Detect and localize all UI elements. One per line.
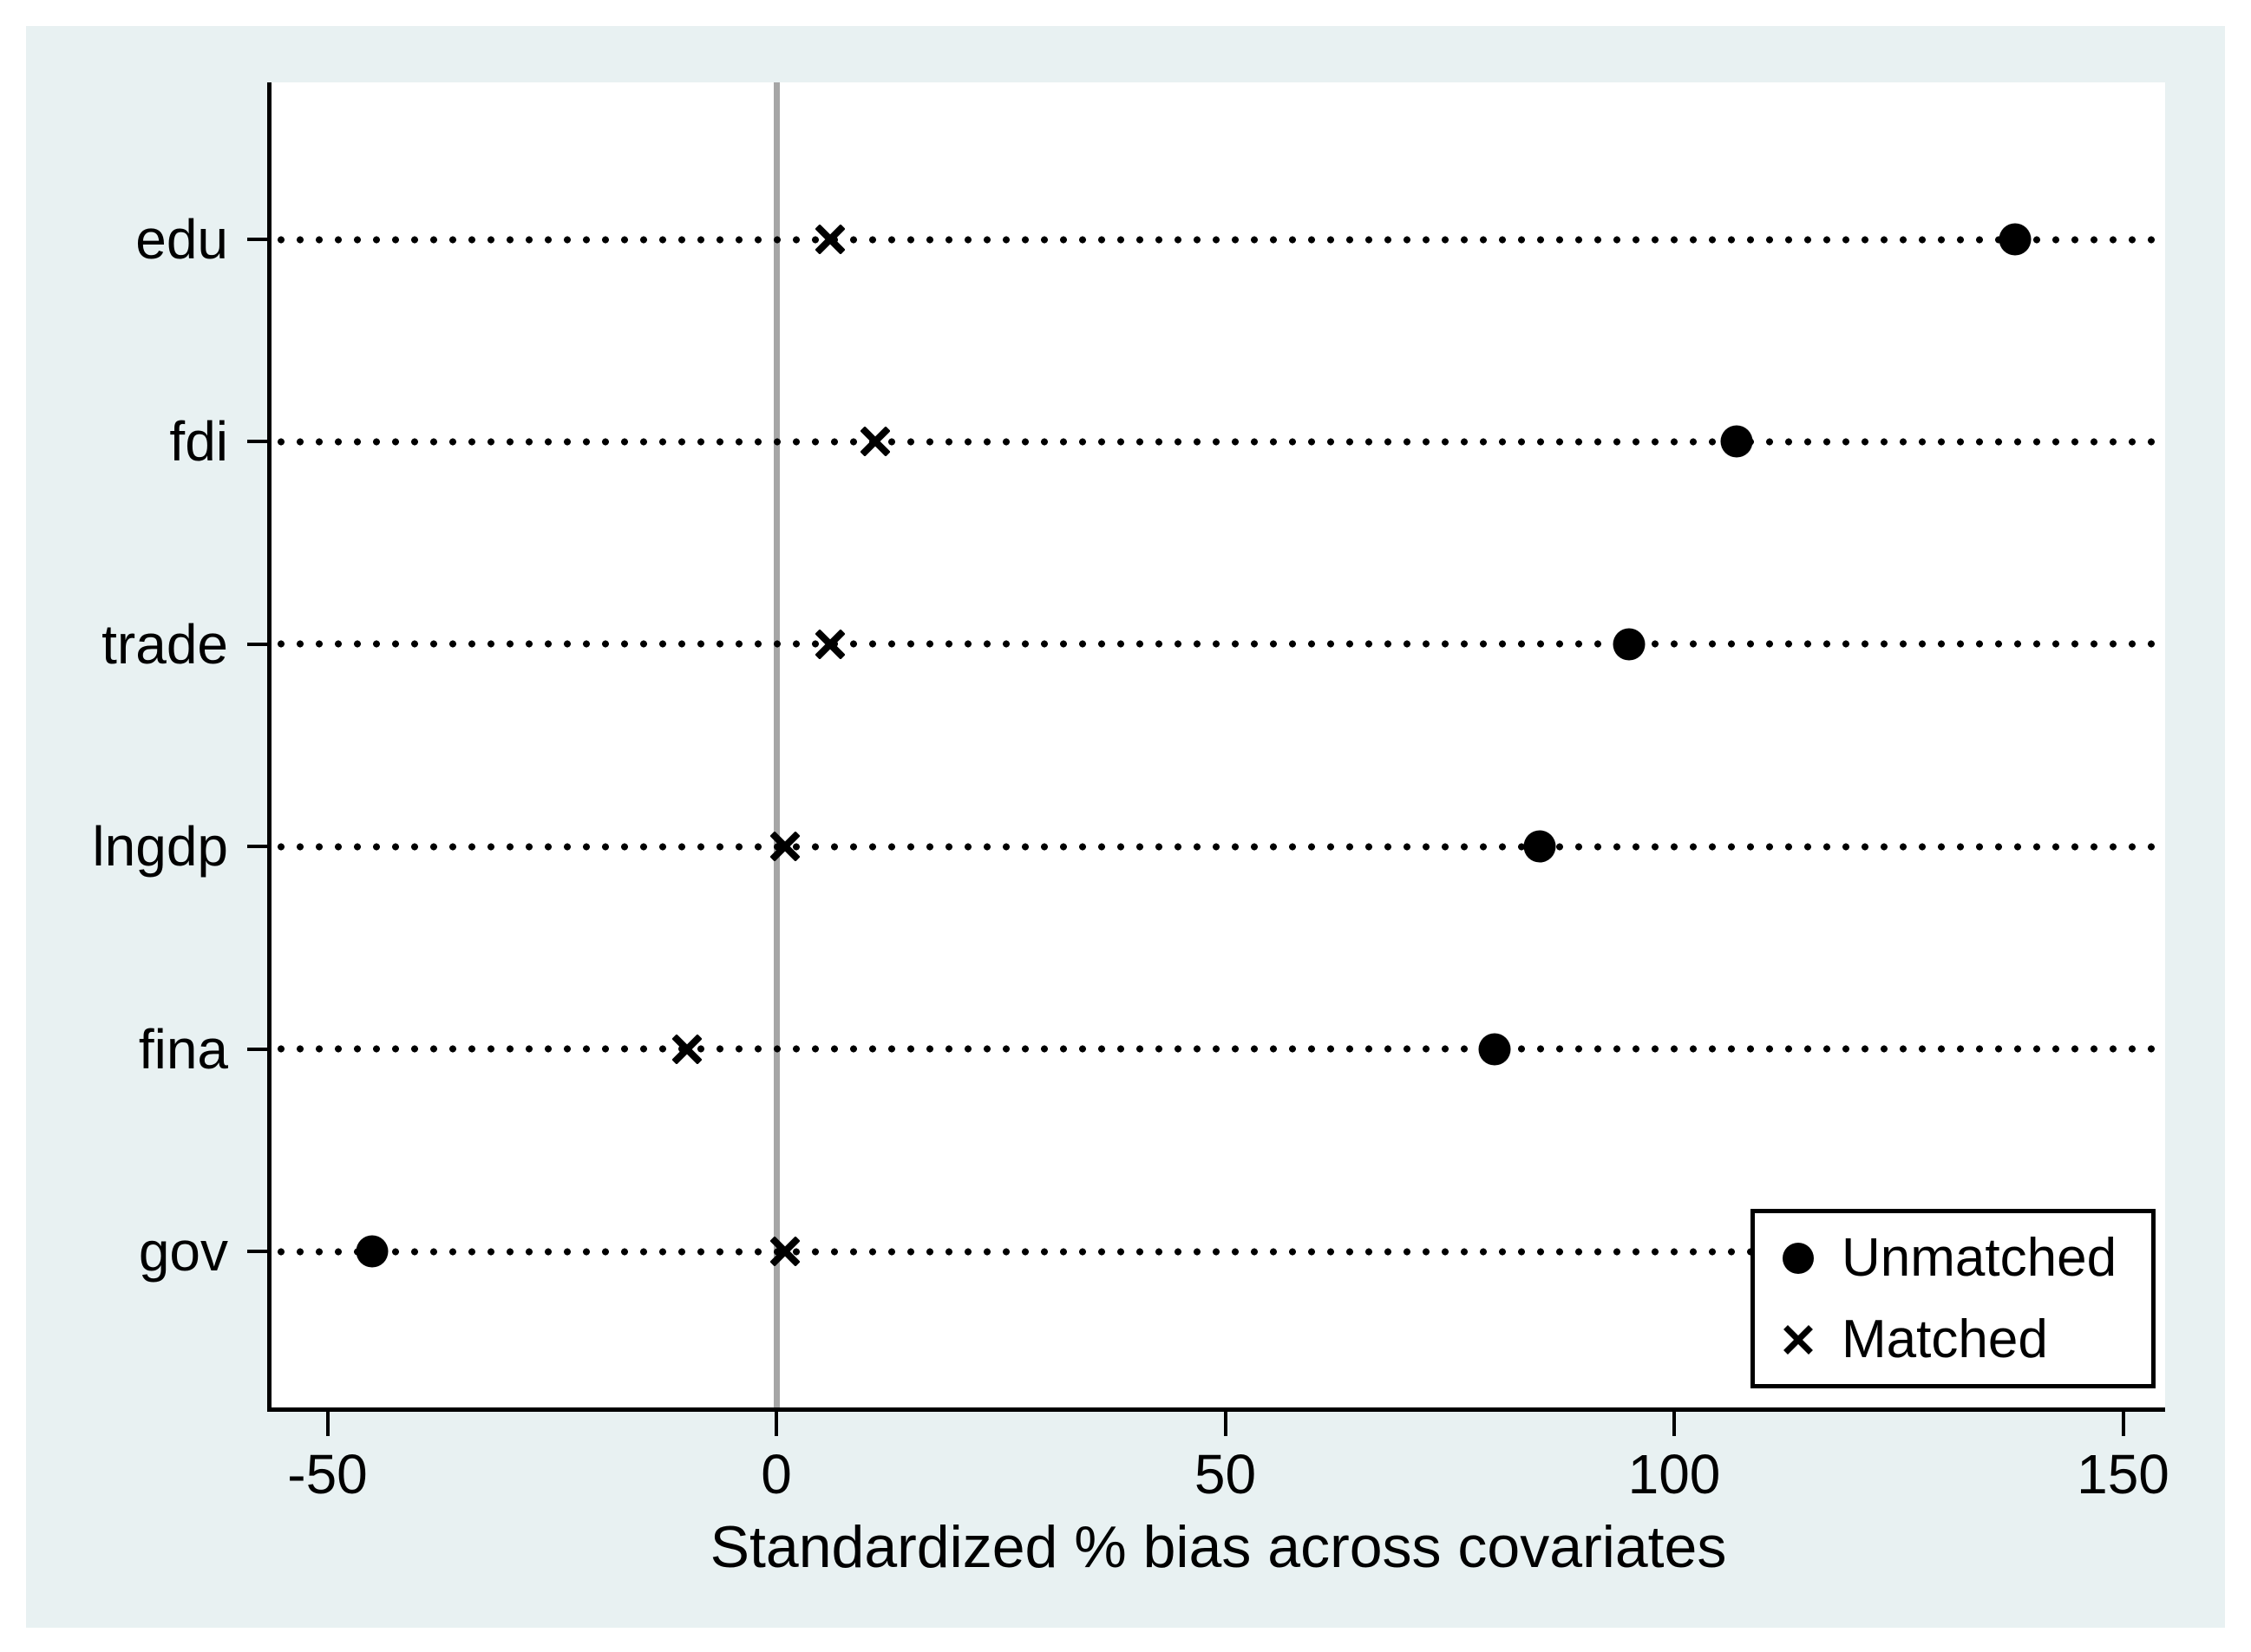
y-axis-line xyxy=(267,82,272,1412)
x-tick-label: 100 xyxy=(1627,1443,1721,1505)
y-tick-label: edu xyxy=(135,208,228,271)
y-tick-label: fina xyxy=(138,1017,228,1081)
dotted-grid-line xyxy=(272,235,2165,244)
x-tick-label: -50 xyxy=(287,1443,368,1505)
y-axis-tick xyxy=(247,440,272,444)
dotted-grid-line xyxy=(272,437,2165,446)
dotted-grid-line xyxy=(272,1045,2165,1054)
legend: Unmatched Matched xyxy=(1750,1209,2156,1388)
y-axis-tick xyxy=(247,845,272,849)
unmatched-point xyxy=(1478,1033,1511,1066)
unmatched-point xyxy=(356,1235,389,1268)
x-axis-title: Standardized % bias across covariates xyxy=(710,1514,1727,1580)
x-tick-label: 150 xyxy=(2077,1443,2169,1505)
dotted-grid-line xyxy=(272,842,2165,851)
x-axis-tick xyxy=(1223,1412,1227,1436)
legend-entry-unmatched: Unmatched xyxy=(1781,1224,2151,1293)
dotted-grid-line xyxy=(272,640,2165,649)
zero-reference-line xyxy=(773,82,780,1407)
y-axis-tick xyxy=(247,1250,272,1253)
legend-label: Unmatched xyxy=(1842,1228,2117,1288)
x-axis-tick xyxy=(2121,1412,2125,1436)
y-tick-label: trade xyxy=(101,612,228,676)
x-tick-label: 0 xyxy=(761,1443,792,1505)
x-marker-icon xyxy=(1783,1324,1813,1355)
x-axis-tick xyxy=(325,1412,330,1436)
y-tick-label: gov xyxy=(138,1220,228,1283)
legend-label: Matched xyxy=(1842,1309,2048,1369)
x-axis-tick xyxy=(775,1412,778,1436)
y-axis-tick xyxy=(247,642,272,646)
unmatched-point xyxy=(1720,425,1753,458)
y-axis-tick xyxy=(247,1047,272,1051)
circle-marker-icon xyxy=(1783,1242,1814,1274)
legend-entry-matched: Matched xyxy=(1781,1305,2151,1374)
chart-canvas: edu fdi trade lngdp fina gov -50 0 50 100 150 Stan… xyxy=(26,26,2225,1628)
dotted-grid-line xyxy=(272,1247,2165,1256)
unmatched-point xyxy=(1613,628,1646,661)
plot-area xyxy=(272,82,2165,1407)
x-axis-tick xyxy=(1672,1412,1676,1436)
unmatched-point xyxy=(1523,830,1556,863)
x-tick-label: 50 xyxy=(1194,1443,1257,1505)
matched-point xyxy=(671,1034,702,1064)
matched-point xyxy=(815,629,846,659)
y-tick-label: fdi xyxy=(169,410,228,473)
unmatched-point xyxy=(1999,223,2032,256)
y-axis-tick xyxy=(247,238,272,241)
matched-point xyxy=(815,225,846,254)
matched-point xyxy=(770,1237,801,1266)
x-axis-line xyxy=(267,1407,2165,1412)
matched-point xyxy=(770,832,801,862)
matched-point xyxy=(860,427,890,457)
y-tick-label: lngdp xyxy=(92,815,228,878)
